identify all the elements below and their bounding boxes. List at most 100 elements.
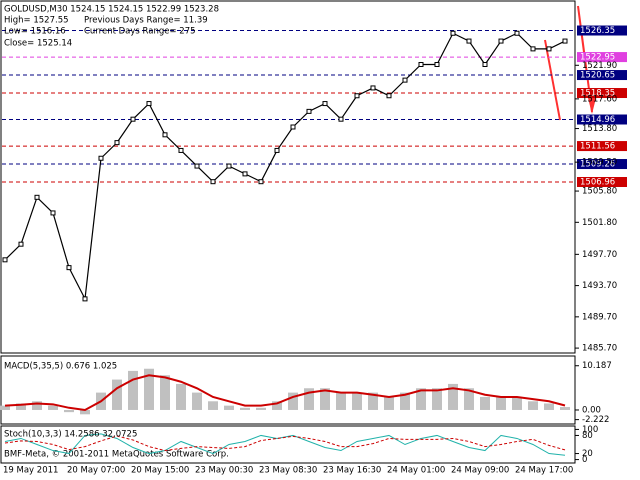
level-label: 1518.35: [580, 89, 615, 99]
y-tick-label: 20: [582, 449, 593, 459]
x-tick-label: 20 May 07:00: [67, 466, 125, 476]
macd-bar: [448, 383, 458, 410]
y-tick-label: 1489.70: [582, 312, 617, 322]
y-tick-label: 10.187: [582, 361, 612, 371]
candle: [450, 30, 456, 36]
level-box: [577, 70, 627, 81]
macd-bar: [208, 401, 218, 410]
macd-panel: [0, 355, 576, 425]
y-tick-label: 1509.50: [582, 158, 617, 168]
level-box: [577, 159, 627, 170]
y-tick-label: 1501.80: [582, 218, 617, 228]
level-box: [577, 52, 627, 63]
level-box: [577, 141, 627, 152]
footer: BMF-Meta, © 2001-2011 MetaQuotes Softwar…: [4, 450, 229, 460]
y-tick-label: 1517.60: [582, 94, 617, 104]
annotation: Current Days Range= 275: [84, 27, 196, 37]
y-tick-label: 0.00: [582, 405, 601, 415]
price-line: [4, 32, 566, 301]
candle: [290, 124, 296, 130]
macd-bar: [368, 392, 378, 410]
x-tick-label: 23 May 16:30: [323, 466, 381, 476]
macd-bar: [240, 407, 250, 410]
candle: [114, 140, 120, 146]
annotation: High= 1527.55: [4, 16, 69, 26]
candle: [34, 194, 40, 200]
y-tick-label: 80: [582, 431, 593, 441]
candle: [306, 108, 312, 114]
candle: [546, 46, 552, 52]
candle: [274, 147, 280, 153]
macd-bar: [416, 388, 426, 410]
macd-signal: [4, 374, 566, 412]
macd-bar: [528, 401, 538, 410]
level-label: 1526.35: [580, 26, 615, 36]
candle: [146, 101, 152, 107]
macd-bar: [384, 396, 394, 410]
x-tick-label: 24 May 01:00: [387, 466, 445, 476]
y-tick-label: 1497.70: [582, 250, 617, 260]
macd-bar: [224, 405, 234, 410]
candle: [370, 85, 376, 91]
macd-bar: [320, 388, 330, 410]
y-tick-label: 1485.70: [582, 344, 617, 354]
macd-bar: [432, 388, 442, 410]
macd-bar: [512, 396, 522, 410]
y-tick-label: 1513.80: [582, 124, 617, 134]
macd-bar: [352, 392, 362, 410]
y-tick-label: 1493.70: [582, 281, 617, 291]
candle: [98, 155, 104, 161]
macd-bar: [16, 403, 26, 410]
macd-bar: [0, 405, 10, 410]
level-box: [577, 177, 627, 187]
level-label: 1511.56: [580, 142, 615, 152]
macd-bar: [32, 401, 42, 410]
level-label: 1520.65: [580, 71, 615, 81]
x-tick-label: 23 May 00:30: [195, 466, 253, 476]
candle: [226, 163, 232, 169]
x-tick-label: 24 May 17:00: [515, 466, 573, 476]
level-label: 1514.96: [580, 115, 615, 125]
candle: [194, 163, 200, 169]
level-box: [577, 114, 627, 125]
level-label: 1522.95: [580, 53, 615, 63]
x-tick-label: 20 May 15:00: [131, 466, 189, 476]
macd-bar: [464, 388, 474, 410]
macd-bar: [112, 379, 122, 410]
x-tick-label: 23 May 08:30: [259, 466, 317, 476]
macd-bar: [80, 409, 90, 415]
macd-bar: [272, 401, 282, 410]
macd-bar: [48, 405, 58, 410]
stoch-title: Stoch(10,3,3) 14.2586 32.0725: [4, 430, 137, 440]
candle: [482, 62, 488, 67]
macd-bar: [256, 407, 266, 410]
candle: [322, 101, 328, 107]
macd-bar: [304, 388, 314, 410]
candle: [66, 265, 72, 271]
macd-bar: [496, 396, 506, 410]
macd-bar: [176, 383, 186, 410]
candle: [466, 38, 472, 44]
y-tick-label: 100: [582, 425, 598, 435]
x-tick-label: 19 May 2011: [3, 466, 58, 476]
macd-bar: [544, 403, 554, 410]
macd-bar: [192, 392, 202, 410]
y-tick-label: -2.222: [582, 415, 609, 425]
candle: [386, 93, 392, 99]
annotation: Close= 1525.14: [4, 39, 72, 49]
macd-bar: [480, 396, 490, 410]
candle: [530, 46, 536, 52]
y-tick-label: 0: [582, 455, 587, 465]
candle: [18, 241, 24, 247]
candle: [2, 257, 8, 263]
macd-bar: [64, 409, 74, 413]
stoch-line: [4, 435, 566, 452]
candle: [418, 62, 424, 67]
candle: [402, 77, 408, 83]
macd-bar: [400, 392, 410, 410]
macd-bar: [560, 407, 570, 410]
candle: [178, 147, 184, 153]
candle: [82, 296, 88, 302]
stoch-panel: [0, 425, 576, 464]
